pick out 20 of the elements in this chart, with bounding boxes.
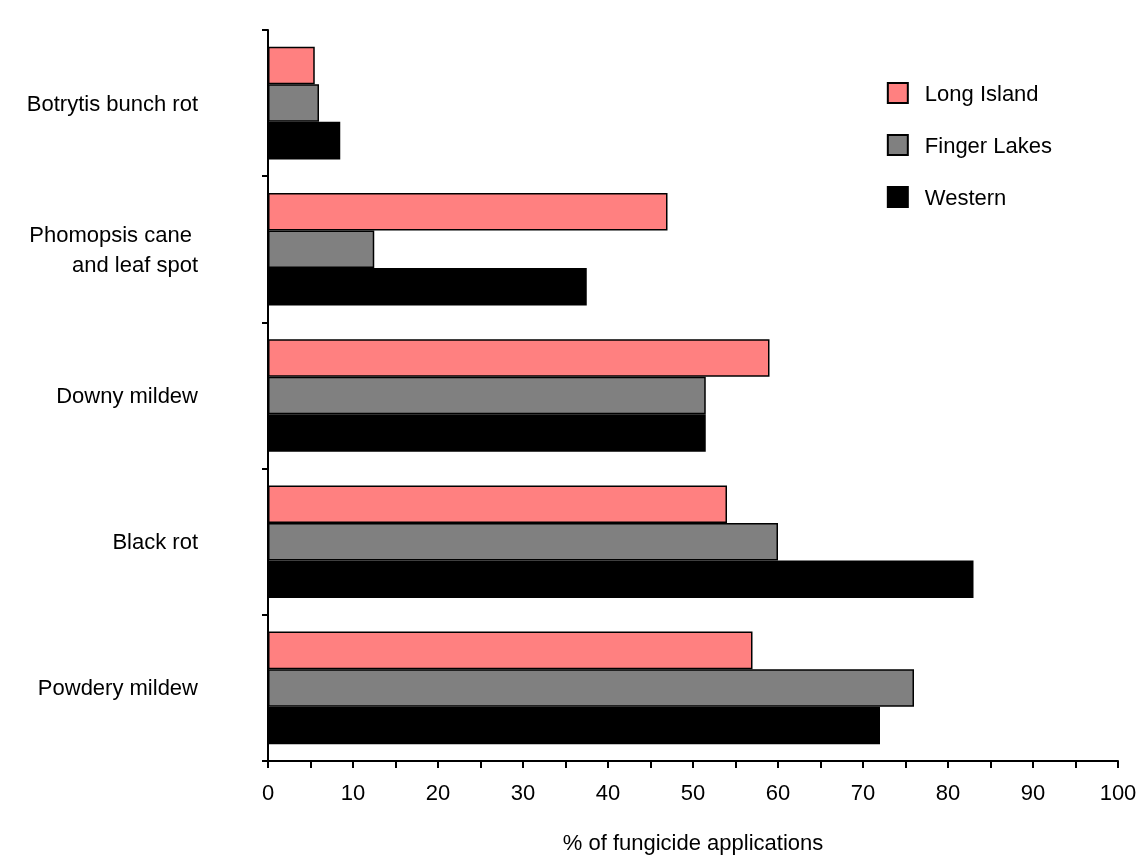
x-tick-label: 80	[935, 779, 961, 805]
x-axis-title: % of fungicide applications	[562, 829, 824, 855]
x-tick-label: 10	[340, 779, 366, 805]
x-tick-label: 0	[261, 779, 275, 805]
y-tick-label: Powdery mildew	[37, 675, 199, 701]
x-tick-label: 40	[595, 779, 621, 805]
y-tick-label: Downy mildew	[56, 383, 199, 408]
x-tick-label: 50	[680, 779, 706, 805]
y-tick-label: Phomopsis cane and leaf spot	[29, 221, 198, 277]
x-tick-label: 70	[850, 779, 876, 805]
x-tick-label: 90	[1020, 779, 1046, 805]
legend-label: Long Island	[924, 80, 1039, 106]
x-tick-label: 60	[765, 779, 791, 805]
legend-label: Finger Lakes	[924, 132, 1053, 158]
legend-label: Western	[924, 184, 1007, 210]
y-tick-label: Black rot	[112, 529, 198, 555]
x-tick-label: 30	[510, 779, 536, 805]
y-tick-label: Botrytis bunch rot	[26, 90, 198, 116]
x-tick-label: 100	[1099, 779, 1137, 805]
x-tick-label: 20	[425, 779, 451, 805]
